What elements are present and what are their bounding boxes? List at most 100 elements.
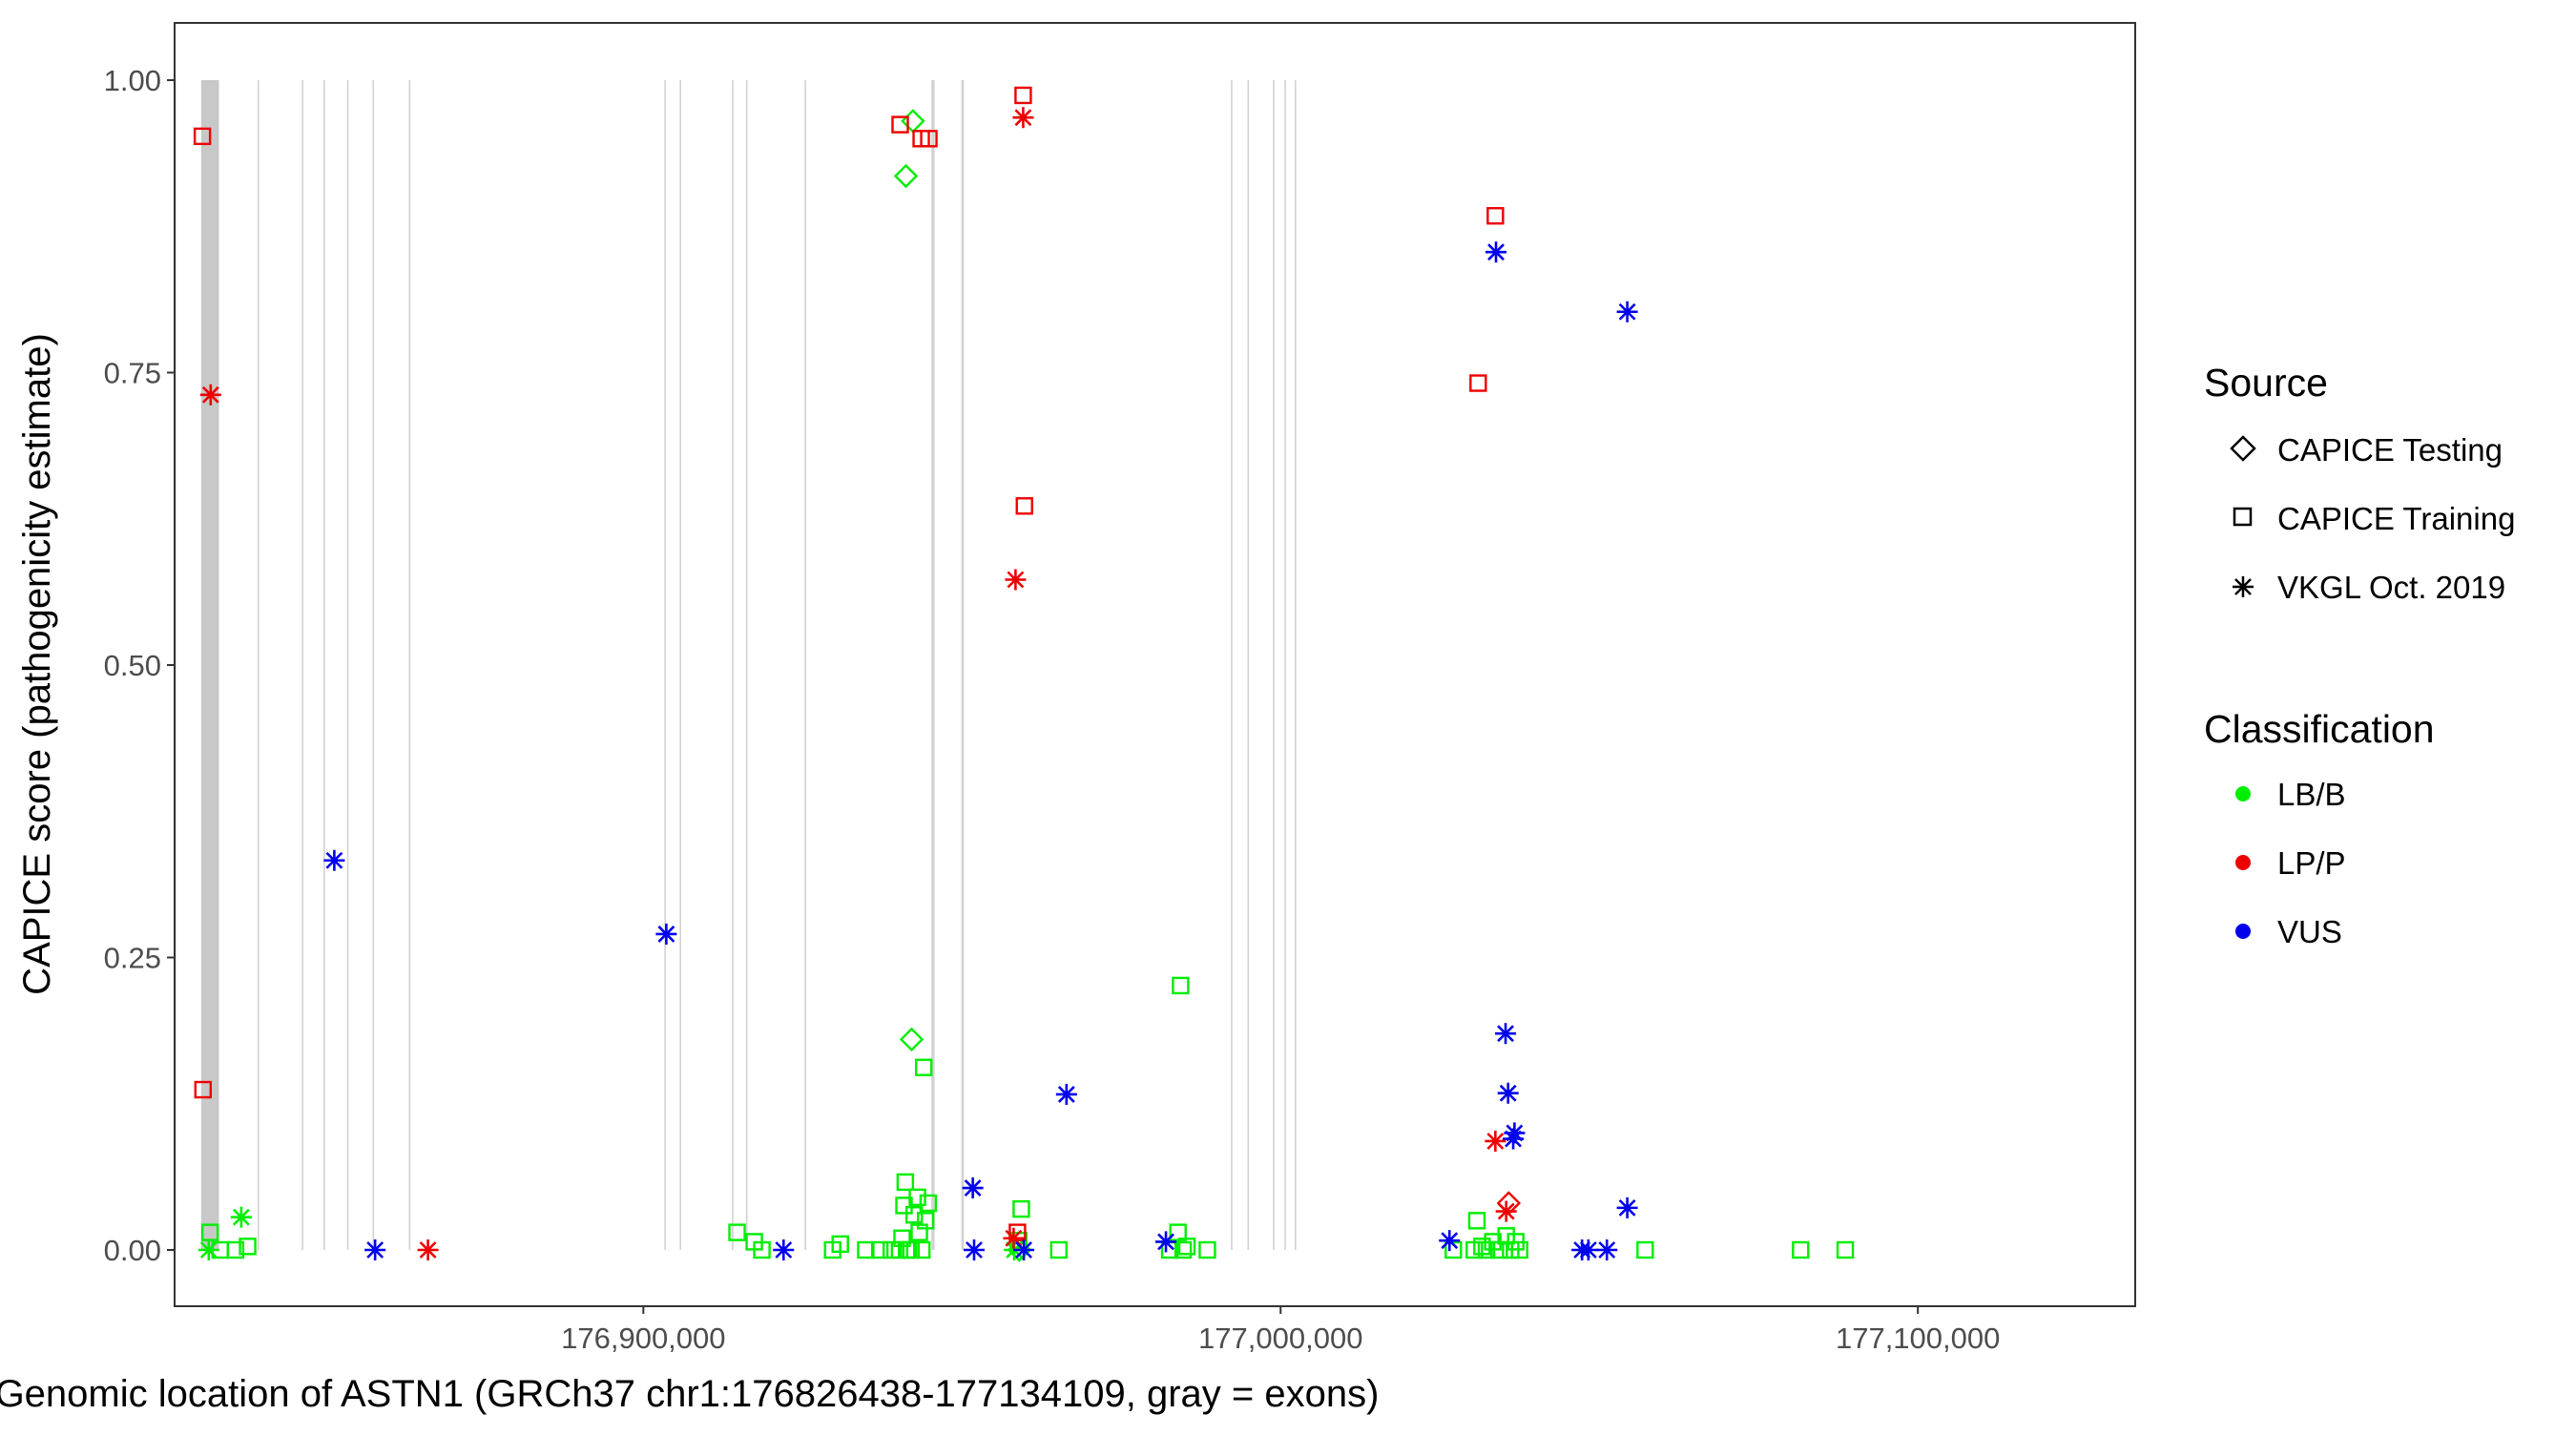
point-vkgl-vus-11 — [1497, 1082, 1519, 1104]
y-axis-title: CAPICE score (pathogenicity estimate) — [16, 333, 58, 995]
point-training-lpp-0 — [193, 127, 212, 146]
x-tick-label-2: 177,100,000 — [1836, 1322, 2000, 1355]
point-training-lbb-22 — [915, 1058, 933, 1076]
legend-classification: Classification LB/B LP/P VUS — [2204, 707, 2435, 949]
point-training-lpp-4 — [920, 130, 938, 148]
legend-source-title: Source — [2204, 361, 2328, 405]
exon-band-16 — [1247, 80, 1250, 1250]
point-training-lpp-1 — [194, 1080, 213, 1099]
point-training-lbb-9 — [857, 1240, 875, 1259]
exon-band-13 — [931, 80, 935, 1250]
point-vkgl-vus-8 — [1155, 1231, 1177, 1253]
exon-band-1 — [200, 80, 219, 1250]
point-training-lbb-46 — [1792, 1240, 1810, 1259]
point-vkgl-vus-4 — [962, 1177, 984, 1199]
point-vkgl-lpp-0 — [199, 384, 221, 406]
y-tick-label-1: 0.25 — [104, 942, 161, 975]
legend-asterisk-icon — [2233, 576, 2254, 597]
legend-source-item-testing: CAPICE Testing — [2277, 432, 2503, 468]
point-training-lbb-2 — [226, 1240, 245, 1259]
exon-band-5 — [346, 80, 349, 1250]
point-training-lbb-45 — [1636, 1240, 1654, 1259]
point-vkgl-vus-19 — [1616, 1197, 1638, 1218]
point-training-lbb-17 — [902, 1240, 921, 1259]
point-training-lbb-12 — [890, 1240, 909, 1259]
exon-band-14 — [961, 80, 965, 1250]
point-training-lbb-33 — [1198, 1240, 1216, 1259]
point-vkgl-vus-0 — [323, 849, 345, 871]
point-vkgl-lpp-1 — [417, 1239, 439, 1260]
point-training-lbb-21 — [913, 1240, 931, 1259]
legend-diamond-icon — [2230, 435, 2256, 462]
exon-band-19 — [1294, 80, 1297, 1250]
point-training-lbb-26 — [1012, 1199, 1030, 1218]
legend-dot-lpp — [2235, 855, 2251, 870]
x-axis-title: Genomic location of ASTN1 (GRCh37 chr1:1… — [0, 1373, 1379, 1415]
point-vkgl-vus-10 — [1495, 1023, 1517, 1045]
legend-class-item-lpp: LP/P — [2277, 845, 2346, 881]
legend-dot-vus — [2235, 924, 2251, 939]
point-vkgl-lpp-2 — [1005, 569, 1027, 591]
point-training-lbb-0 — [200, 1223, 219, 1241]
exon-band-9 — [679, 80, 682, 1250]
point-vkgl-lpp-6 — [1495, 1200, 1517, 1222]
data-points — [193, 86, 1855, 1262]
legend-class-item-vus: VUS — [2277, 914, 2342, 949]
point-training-lbb-24 — [919, 1194, 938, 1213]
point-vkgl-lpp-3 — [1012, 107, 1034, 129]
point-vkgl-vus-17 — [1596, 1239, 1618, 1260]
exon-band-3 — [301, 80, 303, 1250]
exon-band-6 — [372, 80, 375, 1250]
point-training-lbb-18 — [905, 1206, 924, 1224]
point-training-lpp-2 — [891, 115, 909, 134]
exon-band-12 — [804, 80, 806, 1250]
point-vkgl-vus-16 — [1577, 1239, 1599, 1260]
exon-band-18 — [1284, 80, 1286, 1250]
point-training-lbb-10 — [870, 1240, 889, 1259]
point-vkgl-vus-13 — [1503, 1128, 1525, 1150]
y-tick-label-0: 0.00 — [104, 1234, 161, 1267]
point-testing-lbb-2 — [899, 1027, 924, 1052]
point-training-lbb-29 — [1169, 1223, 1187, 1241]
point-training-lbb-6 — [753, 1240, 771, 1259]
exon-band-17 — [1273, 80, 1275, 1250]
point-vkgl-vus-1 — [364, 1239, 386, 1260]
point-training-lbb-8 — [831, 1235, 849, 1254]
point-training-lbb-13 — [893, 1229, 911, 1247]
point-training-lbb-36 — [1467, 1212, 1486, 1230]
y-tick-label-3: 0.75 — [104, 357, 161, 390]
legend-source: Source CAPICE Testing CAPICE Training VK… — [2204, 361, 2515, 605]
point-training-lbb-47 — [1836, 1240, 1855, 1259]
point-vkgl-vus-3 — [773, 1239, 795, 1260]
legend-source-item-vkgl: VKGL Oct. 2019 — [2277, 570, 2505, 605]
exon-band-2 — [257, 80, 260, 1250]
point-vkgl-vus-5 — [963, 1239, 985, 1260]
point-vkgl-vus-18 — [1616, 301, 1638, 323]
exon-band-8 — [664, 80, 666, 1250]
legend-source-item-training: CAPICE Training — [2277, 501, 2515, 536]
point-vkgl-lbb-1 — [197, 1239, 219, 1260]
point-training-lbb-27 — [1049, 1240, 1069, 1259]
exon-bands — [175, 80, 2136, 1250]
exon-band-7 — [408, 80, 411, 1250]
point-vkgl-vus-6 — [1013, 1239, 1035, 1260]
exon-band-4 — [323, 80, 325, 1250]
y-tick-label-4: 1.00 — [104, 64, 161, 97]
point-training-lbb-3 — [239, 1238, 257, 1256]
exon-band-11 — [745, 80, 748, 1250]
point-training-lbb-19 — [908, 1188, 926, 1207]
point-vkgl-vus-9 — [1485, 241, 1507, 263]
point-training-lpp-8 — [1486, 207, 1505, 225]
point-training-lpp-5 — [1014, 86, 1032, 105]
point-testing-lbb-1 — [893, 163, 919, 189]
axes: 0.00 0.25 0.50 0.75 1.00 176,900,000 177,000,0… — [104, 64, 2001, 1355]
point-training-lbb-41 — [1497, 1227, 1515, 1245]
point-training-lbb-23 — [917, 1212, 935, 1230]
legend-class-title: Classification — [2204, 707, 2435, 751]
point-vkgl-vus-7 — [1055, 1083, 1077, 1105]
point-vkgl-vus-14 — [1439, 1230, 1461, 1252]
point-training-lbb-30 — [1172, 976, 1190, 995]
